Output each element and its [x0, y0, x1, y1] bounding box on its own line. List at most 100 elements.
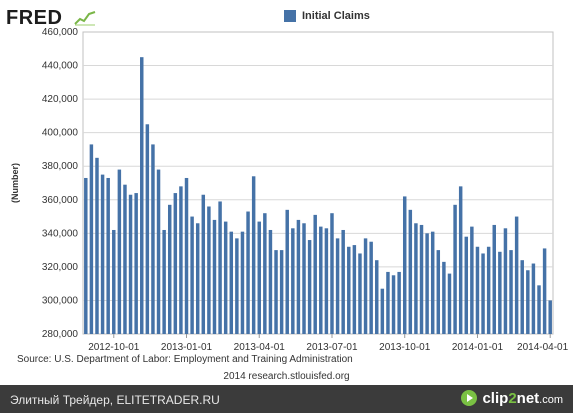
bar: [123, 184, 127, 334]
bar: [235, 238, 239, 334]
bar: [520, 260, 524, 334]
bar: [509, 250, 513, 334]
bar: [162, 229, 166, 334]
legend-label: Initial Claims: [302, 10, 370, 22]
bar: [195, 223, 200, 334]
bar: [335, 238, 340, 334]
bar: [425, 233, 429, 334]
bar: [134, 193, 138, 334]
bar: [184, 177, 189, 334]
bar: [117, 169, 122, 334]
footer-text: Элитный Трейдер, ELITETRADER.RU: [10, 393, 220, 407]
bar: [375, 260, 379, 334]
bar: [140, 57, 144, 335]
y-tick-label: 380,000: [42, 161, 79, 172]
y-axis-label: (Number): [10, 163, 20, 203]
plot-area: [82, 31, 554, 335]
y-tick-label: 360,000: [42, 195, 79, 206]
legend: Initial Claims: [284, 10, 370, 22]
bar: [358, 253, 362, 334]
bar: [190, 216, 194, 334]
bar: [229, 231, 234, 334]
source-note: Source: U.S. Department of Labor: Employ…: [17, 354, 353, 365]
bar: [307, 240, 312, 334]
y-axis-ticks: 280,000 300,000 320,000 340,000 360,000 380,0…: [42, 27, 79, 340]
y-tick-label: 420,000: [42, 94, 79, 105]
footer-bar: Элитный Трейдер, ELITETRADER.RU clip2net…: [0, 385, 573, 413]
bar: [402, 196, 407, 334]
bar: [212, 219, 217, 334]
x-tick-label: 2014-01-01: [452, 342, 504, 353]
bar: [296, 219, 301, 334]
clip2net-logo[interactable]: clip2net.com: [460, 389, 563, 407]
bar: [548, 300, 552, 334]
bar: [347, 246, 351, 334]
x-tick-label: 2013-04-01: [234, 342, 286, 353]
bar: [89, 144, 94, 334]
bar: [291, 228, 295, 334]
chart: 280,000 300,000 320,000 340,000 360,000 380,0…: [10, 27, 569, 353]
bar: [263, 213, 267, 334]
bar: [240, 231, 245, 334]
bar: [324, 228, 329, 334]
y-tick-label: 280,000: [42, 329, 79, 340]
bar: [156, 169, 161, 334]
y-tick-label: 460,000: [42, 27, 79, 38]
bar: [313, 214, 317, 334]
bar: [414, 223, 418, 334]
bar: [380, 288, 385, 334]
y-tick-label: 340,000: [42, 228, 79, 239]
bar: [391, 275, 396, 334]
y-tick-label: 400,000: [42, 128, 79, 139]
bar: [84, 177, 88, 334]
bar: [498, 251, 502, 334]
bar: [302, 223, 306, 334]
bars: [84, 57, 552, 335]
bar: [453, 204, 457, 334]
bar: [173, 193, 178, 334]
bar: [397, 271, 401, 334]
legend-swatch: [284, 10, 296, 22]
bar: [251, 176, 256, 334]
bar: [514, 216, 519, 334]
bar: [436, 250, 441, 334]
bar: [268, 229, 273, 334]
bar: [207, 206, 211, 334]
bar: [223, 221, 228, 334]
bar: [330, 213, 334, 334]
bar: [167, 204, 172, 334]
y-tick-label: 440,000: [42, 61, 79, 72]
x-tick-label: 2013-01-01: [161, 342, 213, 353]
bar: [369, 241, 373, 334]
bar: [386, 271, 390, 334]
x-tick-label: 2014-04-01: [517, 342, 569, 353]
bar: [442, 261, 446, 334]
bar: [352, 245, 357, 334]
bar: [151, 144, 155, 334]
bar: [458, 186, 463, 334]
bar: [106, 177, 110, 334]
bar: [319, 226, 323, 334]
sparkline-icon: [74, 10, 96, 26]
bar: [526, 270, 530, 334]
bar: [408, 209, 413, 334]
bar: [95, 157, 99, 334]
y-tick-label: 300,000: [42, 295, 79, 306]
bar: [112, 229, 116, 334]
bar: [486, 246, 491, 334]
bar: [475, 246, 480, 334]
bar: [128, 194, 133, 334]
credit-note: 2014 research.stlouisfed.org: [223, 371, 350, 382]
bar: [274, 250, 278, 334]
bar: [464, 236, 469, 334]
bar: [145, 124, 150, 334]
grid-lines: [83, 65, 553, 301]
bar: [363, 238, 368, 334]
bar: [341, 229, 345, 334]
bar: [246, 211, 250, 334]
bar: [492, 224, 496, 334]
bar: [218, 201, 222, 334]
bar: [470, 226, 474, 334]
bar: [542, 248, 547, 334]
